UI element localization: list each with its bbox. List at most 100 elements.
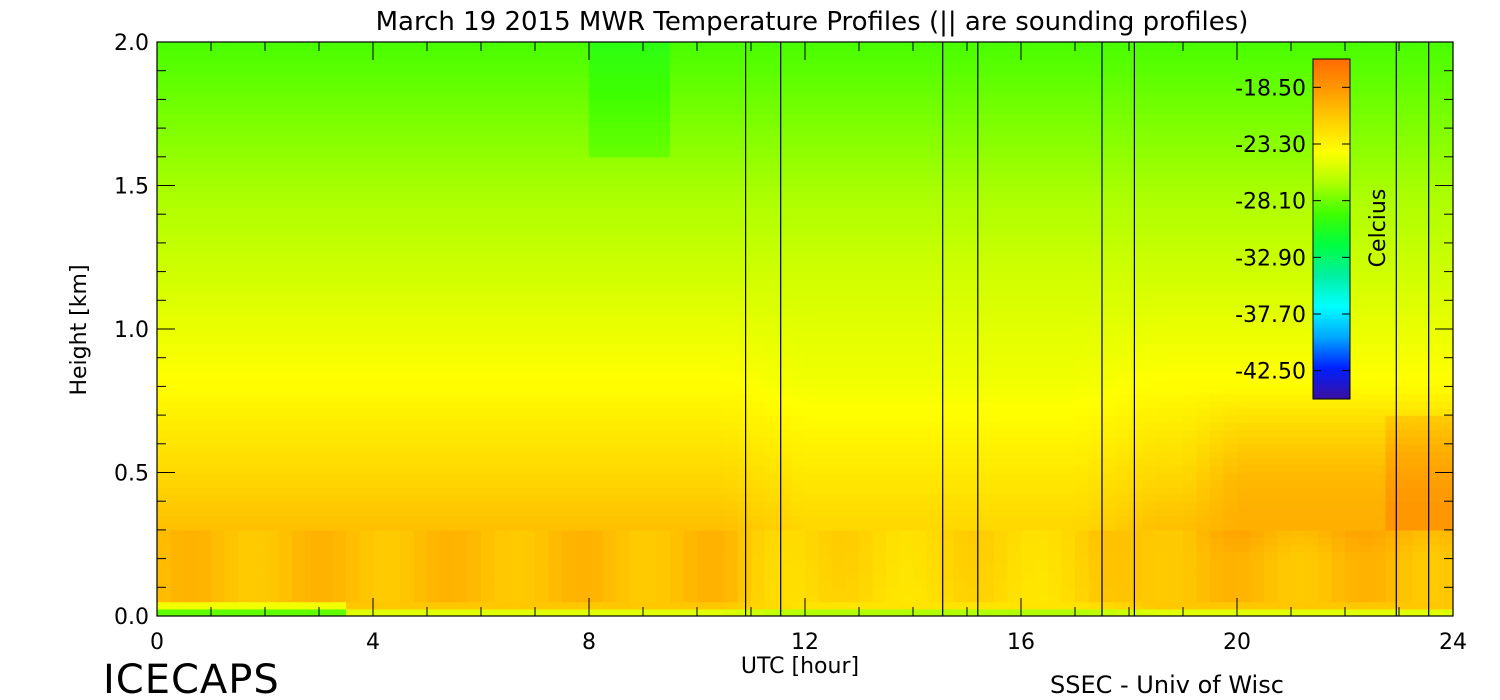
heatmap-cell <box>913 271 928 280</box>
heatmap-cell <box>751 149 766 158</box>
heatmap-cell <box>359 544 374 553</box>
heatmap-cell <box>346 307 361 316</box>
heatmap-cell <box>238 142 253 151</box>
heatmap-cell <box>656 494 671 502</box>
heatmap-cell <box>400 42 415 50</box>
heatmap-cell <box>737 63 752 72</box>
heatmap-cell <box>832 486 847 495</box>
heatmap-cell <box>845 458 860 466</box>
heatmap-cell <box>872 113 887 122</box>
heatmap-cell <box>413 163 428 172</box>
heatmap-cell <box>521 329 536 337</box>
heatmap-cell <box>886 407 901 416</box>
heatmap-cell <box>859 372 874 380</box>
heatmap-cell <box>184 379 199 387</box>
heatmap-cell <box>224 207 239 215</box>
heatmap-cell <box>319 501 334 509</box>
heatmap-cell <box>292 235 307 244</box>
heatmap-cell <box>305 443 320 452</box>
heatmap-cell <box>197 92 212 100</box>
heatmap-cell <box>508 372 523 380</box>
heatmap-cell <box>872 544 887 553</box>
heatmap-cell <box>346 250 361 258</box>
heatmap-cell <box>400 228 415 237</box>
heatmap-cell <box>440 106 455 115</box>
heatmap-cell <box>278 199 293 208</box>
heatmap-cell <box>926 357 941 366</box>
heatmap-cell <box>197 171 212 179</box>
heatmap-cell <box>616 250 631 258</box>
heatmap-cell <box>184 565 199 574</box>
heatmap-cell <box>899 537 914 545</box>
heatmap-cell <box>886 221 901 230</box>
heatmap-cell <box>994 501 1009 509</box>
heatmap-cell <box>197 350 212 359</box>
heatmap-cell <box>859 508 874 517</box>
heatmap-cell <box>197 156 212 165</box>
heatmap-cell <box>332 106 347 115</box>
heatmap-cell <box>251 551 266 560</box>
heatmap-cell <box>481 379 496 387</box>
heatmap-cell <box>346 321 361 330</box>
heatmap-cell <box>562 70 577 79</box>
heatmap-cell <box>643 264 658 273</box>
heatmap-cell <box>508 336 523 344</box>
heatmap-cell <box>575 329 590 337</box>
heatmap-cell <box>359 49 374 57</box>
heatmap-cell <box>886 501 901 509</box>
heatmap-cell <box>710 458 725 466</box>
heatmap-cell <box>859 400 874 409</box>
heatmap-cell <box>778 185 793 194</box>
heatmap-cell <box>562 587 577 596</box>
heatmap-cell <box>629 221 644 230</box>
heatmap-cell <box>467 336 482 344</box>
heatmap-cell <box>562 257 577 266</box>
heatmap-cell <box>616 393 631 402</box>
heatmap-cell <box>373 250 388 258</box>
heatmap-cell <box>926 580 941 588</box>
heatmap-cell <box>305 149 320 158</box>
heatmap-cell <box>778 293 793 301</box>
heatmap-cell <box>373 285 388 294</box>
heatmap-cell <box>359 350 374 359</box>
heatmap-cell <box>980 343 995 352</box>
heatmap-cell <box>400 336 415 344</box>
heatmap-cell <box>913 321 928 330</box>
heatmap-cell <box>737 106 752 115</box>
heatmap-cell <box>899 56 914 65</box>
heatmap-cell <box>967 278 982 287</box>
heatmap-cell <box>373 156 388 165</box>
heatmap-cell <box>724 257 739 266</box>
heatmap-cell <box>211 228 226 237</box>
heatmap-cell <box>184 522 199 531</box>
heatmap-cell <box>359 171 374 179</box>
heatmap-cell <box>386 386 401 395</box>
heatmap-cell <box>184 63 199 72</box>
heatmap-cell <box>616 307 631 316</box>
heatmap-cell <box>386 544 401 553</box>
heatmap-cell <box>832 63 847 72</box>
heatmap-cell <box>697 185 712 194</box>
heatmap-cell <box>373 149 388 158</box>
heatmap-cell <box>670 407 685 416</box>
heatmap-cell <box>818 572 833 581</box>
heatmap-cell <box>845 429 860 438</box>
heatmap-cell <box>440 49 455 57</box>
heatmap-cell <box>899 508 914 517</box>
heatmap-cell <box>589 178 604 187</box>
heatmap-cell <box>940 221 955 230</box>
heatmap-cell <box>157 580 172 588</box>
heatmap-cell <box>305 235 320 244</box>
heatmap-cell <box>373 379 388 387</box>
heatmap-cell <box>805 522 820 531</box>
heatmap-cell <box>872 386 887 395</box>
heatmap-cell <box>386 336 401 344</box>
heatmap-cell <box>413 235 428 244</box>
heatmap-cell <box>535 178 550 187</box>
heatmap-cell <box>346 192 361 201</box>
heatmap-cell <box>602 465 617 474</box>
heatmap-cell <box>575 77 590 86</box>
heatmap-cell <box>737 221 752 230</box>
heatmap-cell <box>967 92 982 100</box>
heatmap-cell <box>913 515 928 524</box>
